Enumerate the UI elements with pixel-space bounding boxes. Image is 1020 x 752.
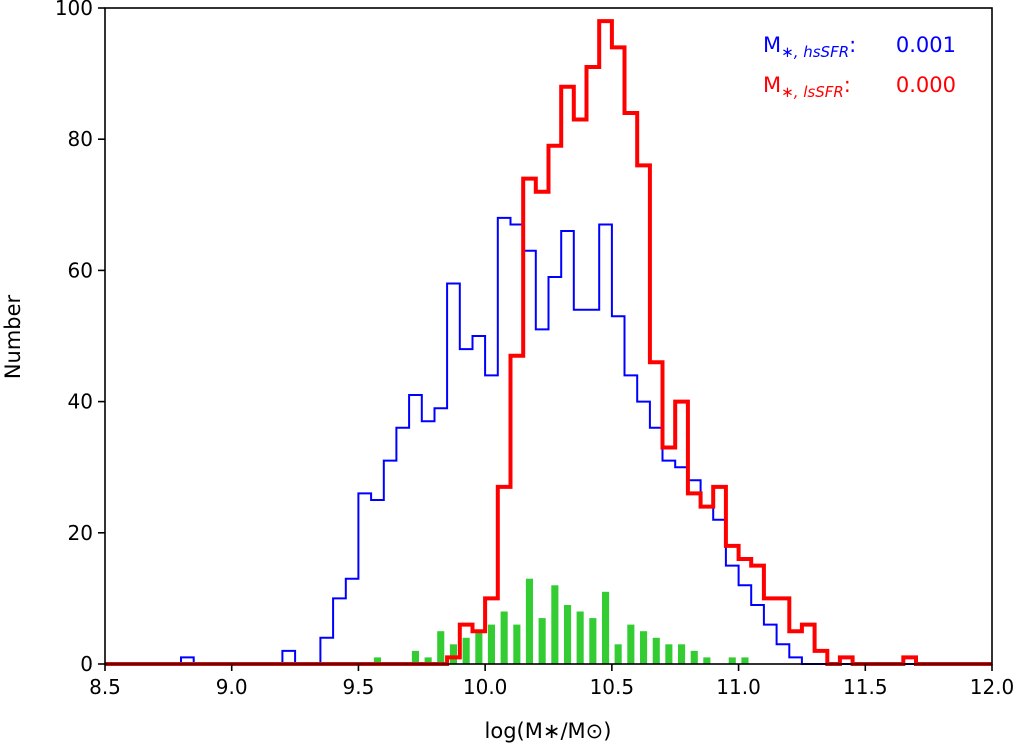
green-bar — [538, 618, 546, 664]
green-bar — [576, 611, 584, 664]
green-bar — [627, 624, 635, 664]
x-tick-label: 11.0 — [716, 675, 761, 699]
green-bar — [690, 650, 698, 664]
green-bar — [602, 591, 610, 664]
annotations-layer: M∗, hsSFR: 0.001 M∗, lsSFR: 0.000 — [763, 33, 956, 101]
y-tick-label: 20 — [68, 521, 93, 545]
green-bar — [589, 618, 597, 664]
green-bar — [564, 605, 572, 664]
green-bar — [462, 637, 470, 664]
y-tick-label: 40 — [68, 390, 93, 414]
annotation-value-lsSFR: 0.000 — [896, 73, 956, 97]
green-bar — [640, 631, 648, 664]
blue-step-layer — [105, 216, 992, 665]
green-bars-layer — [373, 578, 749, 664]
plot-frame — [104, 7, 993, 665]
green-bar — [373, 657, 381, 664]
y-axis-label: Number — [1, 294, 25, 379]
green-bar — [703, 657, 711, 664]
green-bar — [728, 657, 736, 664]
red-histogram-line — [105, 19, 992, 666]
green-bar — [437, 631, 445, 664]
axes-layer: 8.5 9.0 9.5 10.0 10.5 11.0 11.5 12.0 0 20 40 60 80 10… — [55, 0, 1014, 699]
y-tick-label: 100 — [55, 0, 93, 20]
annotation-hsSFR: M∗, hsSFR: — [763, 33, 856, 61]
x-tick-label: 10.0 — [463, 675, 508, 699]
annotation-value-hsSFR: 0.001 — [896, 33, 956, 57]
x-tick-label: 9.5 — [343, 675, 375, 699]
green-bar — [678, 644, 686, 664]
green-bar — [475, 631, 483, 664]
green-bar — [614, 644, 622, 664]
blue-histogram-line — [105, 216, 992, 665]
green-bar — [487, 624, 495, 664]
green-bar — [551, 585, 559, 664]
y-tick-label: 80 — [68, 127, 93, 151]
x-axis-label: log(M∗/M⊙) — [485, 719, 612, 743]
annotation-lsSFR: M∗, lsSFR: — [763, 73, 851, 101]
y-tick-label: 0 — [80, 652, 93, 676]
x-tick-label: 11.5 — [843, 675, 888, 699]
y-tick-label: 60 — [68, 258, 93, 282]
green-bar — [652, 637, 660, 664]
green-bar — [449, 644, 457, 664]
green-bar — [525, 578, 533, 664]
x-tick-label: 12.0 — [970, 675, 1015, 699]
green-bar — [424, 657, 432, 664]
green-bar — [411, 650, 419, 664]
green-bar — [513, 624, 521, 664]
x-tick-label: 9.0 — [216, 675, 248, 699]
x-tick-label: 8.5 — [89, 675, 121, 699]
red-step-layer — [105, 19, 992, 666]
green-bar — [665, 644, 673, 664]
green-bar — [500, 611, 508, 664]
green-bar — [741, 657, 749, 664]
x-tick-label: 10.5 — [590, 675, 635, 699]
